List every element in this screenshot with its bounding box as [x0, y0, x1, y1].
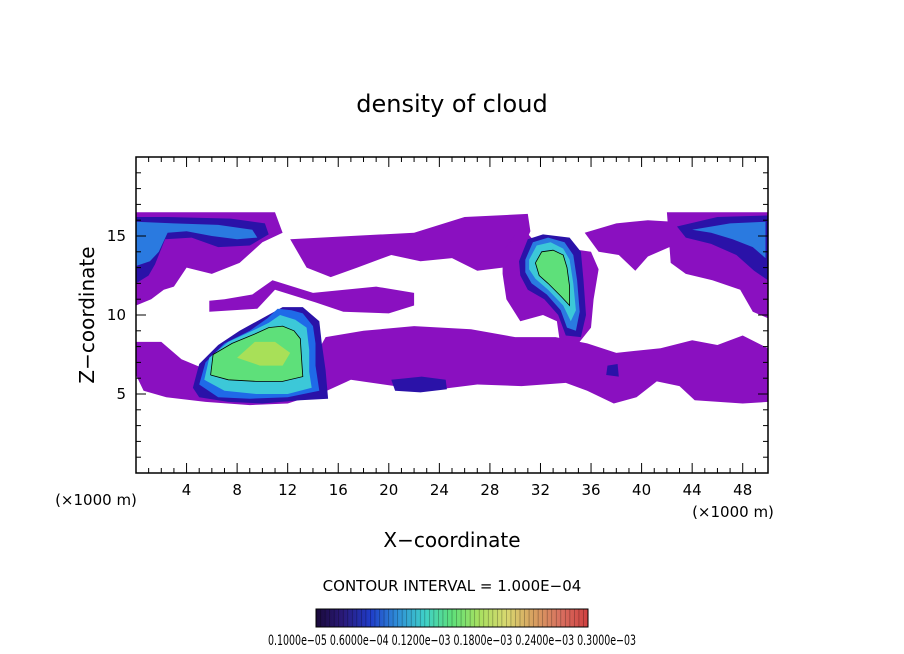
density-region — [136, 221, 258, 266]
density-region — [584, 220, 674, 271]
colorbar: 0.1000e−05 0.6000e−04 0.1200e−03 0.1800e… — [268, 608, 636, 649]
density-region — [606, 364, 619, 377]
density-region — [535, 250, 570, 306]
contour-interval: CONTOUR INTERVAL = 1.000E−04 — [323, 577, 582, 595]
chart-title: density of cloud — [356, 90, 547, 118]
x-tick-label: 32 — [531, 481, 550, 499]
density-region — [290, 213, 531, 278]
x-axis-unit: (×1000 m) — [692, 503, 774, 521]
density-region — [391, 376, 447, 393]
cloud-density-field — [136, 212, 768, 406]
y-tick-label: 5 — [116, 385, 126, 403]
colorbar-labels: 0.1000e−05 0.6000e−04 0.1200e−03 0.1800e… — [268, 633, 636, 649]
x-tick-label: 12 — [278, 481, 297, 499]
x-tick-label: 16 — [329, 481, 348, 499]
x-tick-label: 40 — [632, 481, 651, 499]
contour-line — [535, 249, 570, 307]
density-region — [209, 280, 415, 314]
x-tick-label: 24 — [430, 481, 449, 499]
y-axis-ticks: 5 10 15 — [107, 172, 768, 458]
x-tick-label: 44 — [683, 481, 702, 499]
y-axis-unit: (×1000 m) — [55, 491, 137, 509]
colorbar-stripes — [320, 609, 584, 627]
contour-line — [210, 325, 304, 382]
x-tick-label: 28 — [480, 481, 499, 499]
density-region — [692, 221, 766, 259]
x-tick-label: 36 — [581, 481, 600, 499]
x-tick-label: 4 — [182, 481, 192, 499]
x-tick-label: 20 — [379, 481, 398, 499]
plot-frame — [135, 156, 769, 474]
y-axis-label: Z−coordinate — [75, 246, 99, 383]
colorbar-gradient — [316, 609, 588, 627]
x-axis-ticks: 4 8 12 16 20 24 28 32 36 40 44 48 — [148, 157, 756, 499]
colorbar-frame — [315, 608, 589, 628]
y-tick-label: 10 — [107, 306, 126, 324]
y-tick-label: 15 — [107, 227, 126, 245]
x-tick-label: 8 — [232, 481, 242, 499]
x-axis-label: X−coordinate — [383, 528, 520, 552]
x-tick-label: 48 — [733, 481, 752, 499]
density-region — [237, 341, 291, 366]
